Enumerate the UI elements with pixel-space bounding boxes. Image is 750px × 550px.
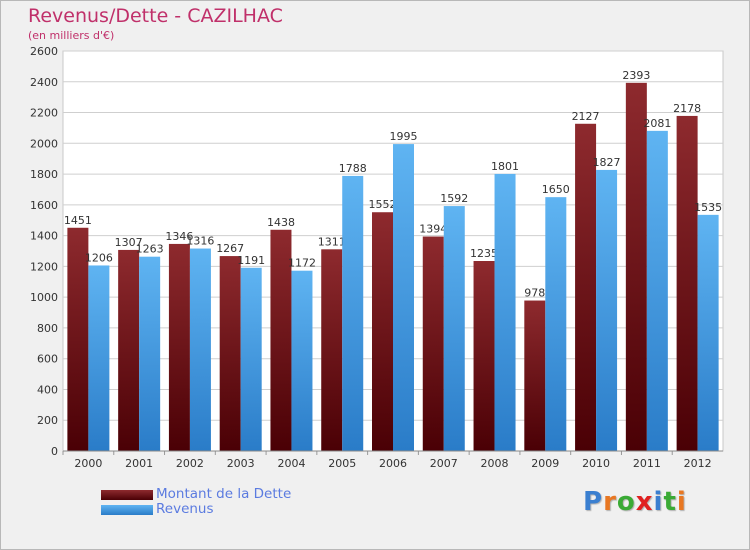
- bar-label-revenue: 1191: [237, 254, 265, 267]
- logo-letter: i: [653, 487, 664, 517]
- bar-label-debt: 1394: [419, 223, 447, 236]
- y-tick-label: 800: [37, 322, 58, 335]
- bar-debt: [625, 82, 647, 451]
- logo-letter: x: [635, 487, 654, 517]
- bar-label-revenue: 1206: [85, 251, 113, 264]
- bar-debt: [422, 236, 444, 451]
- chart-title: Revenus/Dette - CAZILHAC: [28, 5, 283, 27]
- bar-label-revenue: 1535: [694, 201, 722, 214]
- bar-label-debt: 1267: [216, 242, 244, 255]
- bar-label-debt: 1451: [64, 214, 92, 227]
- bar-debt: [524, 300, 546, 451]
- y-tick-label: 1600: [30, 199, 58, 212]
- bar-revenue: [139, 256, 161, 451]
- y-tick-label: 2200: [30, 107, 58, 120]
- bar-debt: [67, 227, 89, 451]
- bar-label-revenue: 1788: [339, 162, 367, 175]
- bar-debt: [118, 249, 140, 451]
- y-tick-label: 1400: [30, 230, 58, 243]
- x-tick-label: 2000: [74, 457, 102, 470]
- bar-debt: [168, 243, 190, 451]
- chart-subtitle: (en milliers d'€): [28, 29, 115, 42]
- x-tick-label: 2007: [430, 457, 458, 470]
- legend-swatch-revenue: [101, 505, 153, 515]
- bar-label-debt: 1307: [115, 236, 143, 249]
- y-tick-label: 2600: [30, 45, 58, 58]
- bar-label-revenue: 2081: [643, 117, 671, 130]
- bar-label-revenue: 1316: [186, 235, 214, 248]
- bar-label-debt: 1438: [267, 216, 295, 229]
- bar-debt: [473, 261, 495, 451]
- bar-label-revenue: 1263: [136, 243, 164, 256]
- bar-label-debt: 1552: [369, 198, 397, 211]
- bar-label-debt: 2178: [673, 102, 701, 115]
- bar-revenue: [697, 214, 719, 451]
- bar-label-revenue: 1995: [390, 130, 418, 143]
- bar-debt: [321, 249, 343, 451]
- bar-label-debt: 1346: [165, 230, 193, 243]
- x-tick-label: 2006: [379, 457, 407, 470]
- bar-label-revenue: 1801: [491, 160, 519, 173]
- bar-revenue: [240, 267, 262, 451]
- bar-label-debt: 2393: [622, 69, 650, 82]
- x-tick-label: 2001: [125, 457, 153, 470]
- x-tick-label: 2004: [277, 457, 305, 470]
- bar-debt: [219, 256, 241, 451]
- bar-debt: [575, 123, 597, 452]
- bar-revenue: [393, 144, 414, 452]
- x-tick-label: 2002: [176, 457, 204, 470]
- x-tick-label: 2008: [481, 457, 509, 470]
- y-tick-label: 1800: [30, 168, 58, 181]
- legend-label-revenue: Revenus: [156, 501, 214, 517]
- bar-revenue: [88, 265, 110, 451]
- x-tick-label: 2011: [633, 457, 661, 470]
- y-tick-label: 200: [37, 414, 58, 427]
- bar-revenue: [342, 175, 364, 451]
- bar-label-debt: 1311: [318, 235, 346, 248]
- bar-revenue: [189, 248, 211, 451]
- logo-letter: t: [663, 487, 677, 517]
- bar-revenue: [646, 130, 668, 451]
- bar-label-revenue: 1172: [288, 257, 316, 270]
- bar-label-revenue: 1592: [440, 192, 468, 205]
- x-tick-label: 2003: [227, 457, 255, 470]
- bar-label-debt: 978: [524, 287, 545, 300]
- y-tick-label: 600: [37, 353, 58, 366]
- bar-label-revenue: 1650: [542, 183, 570, 196]
- bar-revenue: [596, 169, 618, 451]
- proxiti-logo: Proxiti: [583, 487, 687, 517]
- y-tick-label: 400: [37, 383, 58, 396]
- x-tick-label: 2012: [684, 457, 712, 470]
- bar-chart: 0 200 400 600 800 1000 1200 1400 1600 1800 2000 220…: [30, 45, 724, 470]
- y-tick-label: 2400: [30, 76, 58, 89]
- bar-label-debt: 1235: [470, 247, 498, 260]
- logo-letter: r: [603, 487, 617, 517]
- logo-letter: P: [583, 487, 604, 517]
- bar-revenue: [494, 173, 516, 451]
- y-tick-label: 1000: [30, 291, 58, 304]
- bar-revenue: [291, 270, 313, 451]
- bar-debt: [676, 115, 698, 451]
- legend-label-debt: Montant de la Dette: [156, 486, 292, 502]
- bar-label-debt: 2127: [572, 110, 600, 123]
- logo-letter: i: [676, 487, 687, 517]
- logo-letter: o: [616, 487, 636, 517]
- bar-debt: [270, 229, 292, 451]
- bar-label-revenue: 1827: [593, 156, 621, 169]
- x-tick-label: 2009: [531, 457, 559, 470]
- y-tick-label: 2000: [30, 137, 58, 150]
- y-tick-label: 1200: [30, 260, 58, 273]
- legend-swatch-debt: [101, 490, 153, 500]
- bar-debt: [372, 212, 393, 451]
- x-tick-label: 2005: [328, 457, 356, 470]
- bar-revenue: [545, 197, 567, 451]
- x-tick-label: 2010: [582, 457, 610, 470]
- bar-revenue: [443, 206, 465, 451]
- y-tick-label: 0: [51, 445, 58, 458]
